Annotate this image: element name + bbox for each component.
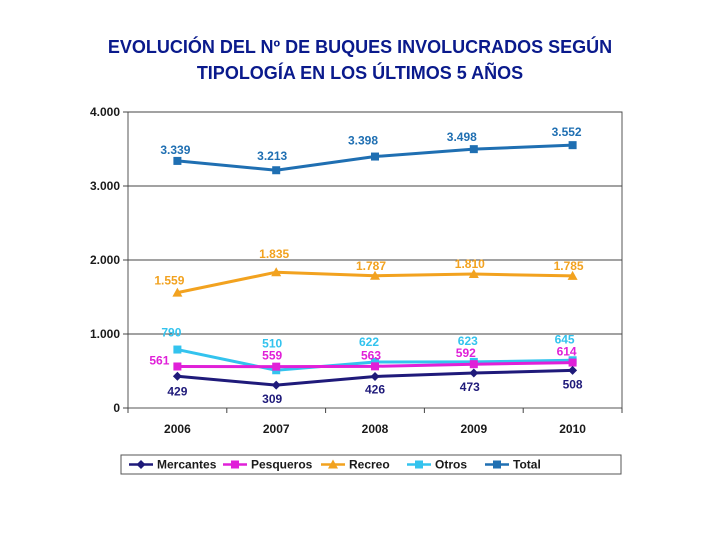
legend-label-recreo: Recreo [349, 458, 390, 472]
data-label-total: 3.498 [447, 130, 477, 144]
data-label-pesqueros: 563 [361, 348, 381, 362]
x-tick-label: 2007 [263, 422, 290, 436]
legend-marker-pesqueros [231, 460, 239, 469]
data-label-total: 3.398 [348, 134, 378, 148]
data-label-total: 3.213 [257, 149, 287, 163]
point-mercantes [568, 365, 578, 375]
data-label-pesqueros: 592 [456, 346, 476, 360]
chart-title-line-2: TIPOLOGÍA EN LOS ÚLTIMOS 5 AÑOS [196, 63, 524, 83]
point-recreo [172, 287, 183, 297]
y-tick-label: 0 [113, 401, 120, 415]
chart-title-line-1: EVOLUCIÓN DEL Nº DE BUQUES INVOLUCRADOS … [107, 37, 613, 57]
data-label-otros: 622 [359, 335, 379, 349]
data-label-pesqueros: 559 [262, 349, 282, 363]
y-tick-label: 2.000 [90, 253, 120, 267]
data-label-recreo: 1.810 [455, 257, 485, 271]
legend-label-pesqueros: Pesqueros [251, 458, 313, 472]
point-pesqueros [469, 360, 478, 369]
data-label-mercantes: 508 [563, 377, 583, 391]
x-tick-label: 2006 [164, 422, 191, 436]
point-mercantes [271, 380, 281, 390]
data-label-otros: 623 [458, 334, 478, 348]
data-label-otros: 510 [262, 336, 282, 350]
series-group [172, 141, 578, 390]
point-recreo [271, 267, 282, 277]
data-label-recreo: 1.559 [154, 274, 184, 288]
x-tick-label: 2010 [559, 422, 586, 436]
point-mercantes [469, 368, 479, 378]
data-label-mercantes: 426 [365, 382, 385, 396]
point-pesqueros [568, 358, 577, 367]
y-tick-label: 3.000 [90, 179, 120, 193]
point-recreo [370, 270, 380, 280]
y-tick-label: 4.000 [90, 105, 120, 119]
axes: 0 1.000 2.000 3.000 4.000 2006 2007 2008 2009 201… [90, 105, 623, 436]
gridlines [127, 111, 623, 409]
data-label-pesqueros: 561 [149, 353, 169, 367]
data-label-recreo: 1.787 [356, 259, 386, 273]
point-mercantes [370, 371, 380, 381]
point-total [568, 141, 577, 150]
point-otros [173, 345, 182, 354]
legend: Mercantes Pesqueros Recreo Otros Total [120, 454, 622, 475]
point-mercantes [172, 371, 182, 381]
chart-title: EVOLUCIÓN DEL Nº DE BUQUES INVOLUCRADOS … [0, 34, 720, 86]
legend-marker-total [493, 460, 501, 469]
point-total [469, 145, 478, 154]
point-total [272, 166, 281, 175]
data-label-mercantes: 429 [167, 384, 187, 398]
legend-label-otros: Otros [435, 458, 467, 472]
point-otros [371, 357, 379, 366]
data-label-pesqueros: 614 [557, 345, 577, 359]
point-pesqueros [173, 362, 182, 371]
legend-marker-mercantes [136, 460, 146, 469]
point-total [173, 156, 182, 165]
point-pesqueros [272, 362, 281, 371]
legend-box [120, 454, 622, 475]
data-label-recreo: 1.785 [554, 259, 584, 273]
data-labels: 790 510 622 623 645 561 559 563 592 614 429 309 426 4… [149, 125, 584, 406]
point-pesqueros [371, 362, 379, 371]
y-tick-label: 1.000 [90, 327, 120, 341]
legend-marker-recreo [328, 459, 338, 469]
data-label-total: 3.339 [160, 143, 190, 157]
point-recreo [567, 270, 578, 280]
point-total [371, 152, 379, 161]
x-tick-label: 2009 [460, 422, 487, 436]
data-label-mercantes: 473 [460, 380, 480, 394]
legend-marker-otros [415, 460, 423, 469]
legend-label-total: Total [513, 458, 541, 472]
data-label-otros: 645 [555, 332, 575, 346]
data-label-mercantes: 309 [262, 392, 282, 406]
legend-label-mercantes: Mercantes [157, 458, 217, 472]
point-recreo [468, 269, 479, 279]
x-tick-label: 2008 [362, 422, 389, 436]
data-label-otros: 790 [161, 326, 181, 340]
data-label-total: 3.552 [552, 125, 582, 139]
data-label-recreo: 1.835 [259, 247, 289, 261]
